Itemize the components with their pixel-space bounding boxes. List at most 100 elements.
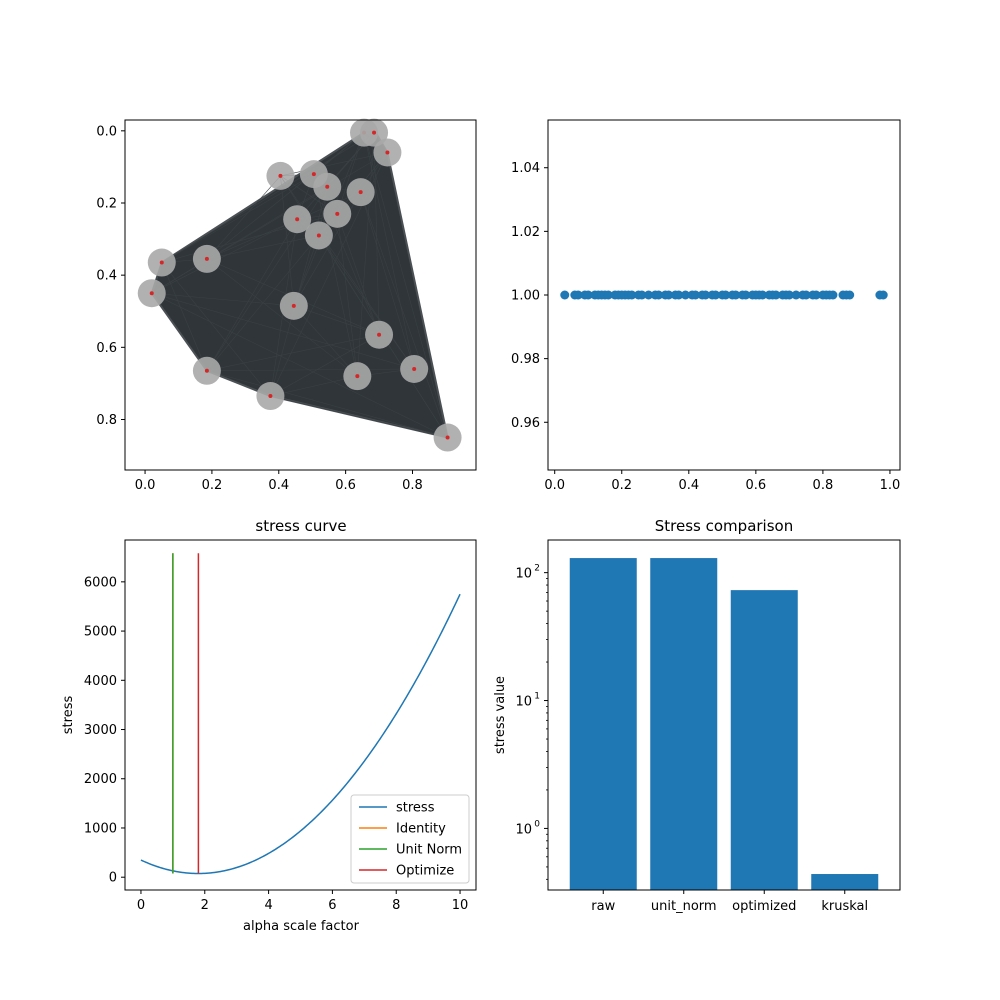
embedding-edge xyxy=(151,292,294,307)
embedding-node xyxy=(266,161,295,190)
embedding-xtick-label: 0.6 xyxy=(335,478,356,493)
one-d-panel: 0.0 0.2 0.4 0.6 0.8 1.0 0.96 0.98 1.00 1.02 1.04 xyxy=(511,119,901,493)
one-d-xtick-label: 0.6 xyxy=(746,478,767,493)
stress-curve-xtick-label: 4 xyxy=(264,898,272,913)
stress-series-line xyxy=(140,593,461,875)
ytick-exponent: 0 xyxy=(534,819,540,829)
embedding-edge xyxy=(161,262,271,397)
one-d-point xyxy=(741,290,751,300)
stress-curve-xtick: 4 xyxy=(264,890,273,913)
legend-label: Unit Norm xyxy=(396,843,462,858)
one-d-ytick-label: 0.98 xyxy=(511,352,540,367)
one-d-ytick-label: 1.04 xyxy=(511,161,540,176)
embedding-node xyxy=(279,291,308,320)
embedding-node xyxy=(313,172,342,201)
embedding-edge xyxy=(357,132,375,377)
stress-curve-xtick: 2 xyxy=(201,890,209,913)
embedding-edge xyxy=(151,218,298,294)
legend-item: Identity xyxy=(359,822,446,837)
stress-comparison-panel: Stress comparison raw unit_norm optimized k… xyxy=(493,517,901,914)
embedding-node xyxy=(304,221,333,250)
stress-curve-ytick-label: 1000 xyxy=(84,821,117,836)
embedding-xtick: 0.2 xyxy=(202,470,223,493)
embedding-ytick-label: 0.8 xyxy=(96,413,117,428)
one-d-ytick-label: 1.02 xyxy=(511,225,540,240)
ytick-base: 10 xyxy=(515,695,532,710)
one-d-xtick: 0.6 xyxy=(746,470,767,493)
embedding-xtick-label: 0.2 xyxy=(202,478,223,493)
stress-curve-ytick-label: 5000 xyxy=(84,625,117,640)
embedding-node xyxy=(192,244,221,273)
one-d-point xyxy=(583,290,593,300)
stress-comparison-category-label: kruskal xyxy=(821,899,868,914)
stress-comparison-category-label: raw xyxy=(591,899,615,914)
embedding-ytick: 0.0 xyxy=(96,124,125,139)
one-d-point xyxy=(637,290,647,300)
embedding-edge xyxy=(313,174,358,377)
one-d-point xyxy=(771,290,781,300)
bar-raw xyxy=(569,558,637,890)
legend-item: Unit Norm xyxy=(359,843,462,858)
stress-comparison-title: Stress comparison xyxy=(655,517,793,535)
embedding-node xyxy=(343,362,372,391)
legend-label: Identity xyxy=(396,822,446,837)
ytick-exponent: 2 xyxy=(534,564,540,574)
stress-comparison-xtick: kruskal xyxy=(821,890,868,914)
embedding-panel: 0.0 0.2 0.4 0.6 0.8 0.0 0.2 0.4 0.6 0.8 xyxy=(96,118,477,493)
embedding-node xyxy=(137,279,166,308)
embedding-node xyxy=(360,118,389,147)
stress-curve-ytick: 0 xyxy=(109,871,125,886)
embedding-edge xyxy=(363,132,448,438)
embedding-edge xyxy=(360,192,415,370)
one-d-xtick: 0.8 xyxy=(813,470,833,493)
one-d-point xyxy=(644,290,654,300)
stress-curve-ytick-label: 3000 xyxy=(84,723,117,738)
embedding-ytick: 0.4 xyxy=(96,269,125,284)
stress-curve-ytick-label: 6000 xyxy=(84,575,117,590)
embedding-ytick: 0.2 xyxy=(96,196,125,211)
one-d-xtick: 0.0 xyxy=(544,470,565,493)
stress-curve-ytick: 2000 xyxy=(84,772,125,787)
embedding-ytick-label: 0.4 xyxy=(96,269,117,284)
one-d-ytick-label: 0.96 xyxy=(511,416,540,431)
one-d-ytick: 1.04 xyxy=(511,161,548,176)
one-d-point xyxy=(573,290,583,300)
embedding-node xyxy=(433,423,462,452)
embedding-xtick: 0.8 xyxy=(402,470,423,493)
embedding-edge xyxy=(206,370,448,438)
embedding-edge xyxy=(151,186,328,294)
stress-curve-xtick-label: 8 xyxy=(392,898,400,913)
stress-comparison-category-label: unit_norm xyxy=(651,899,717,914)
stress-comparison-ylabel: stress value xyxy=(493,676,508,754)
embedding-edge xyxy=(206,368,415,372)
stress-curve-panel: stress curve 0 2 4 6 8 10 0 1000 2000 3000 4000 500… xyxy=(61,517,477,934)
embedding-edge xyxy=(161,132,375,263)
embedding-node xyxy=(400,354,429,383)
embedding-xtick-label: 0.8 xyxy=(402,478,423,493)
one-d-point xyxy=(801,290,811,300)
one-d-point xyxy=(627,290,637,300)
legend-label: Optimize xyxy=(396,864,454,879)
stress-curve-ytick-label: 4000 xyxy=(84,674,117,689)
embedding-xtick: 0.4 xyxy=(268,470,289,493)
embedding-edge xyxy=(206,175,281,260)
embedding-edge xyxy=(360,192,448,438)
stress-curve-xtick-label: 2 xyxy=(201,898,209,913)
one-d-xtick-label: 0.4 xyxy=(678,478,699,493)
stress-curve-xtick: 6 xyxy=(328,890,337,913)
embedding-node xyxy=(283,205,312,234)
stress-curve-xlabel: alpha scale factor xyxy=(243,919,360,934)
embedding-edge xyxy=(206,258,358,377)
one-d-point xyxy=(811,290,821,300)
embedding-ytick-label: 0.6 xyxy=(96,341,117,356)
embedding-node xyxy=(147,248,176,277)
embedding-node xyxy=(323,199,352,228)
embedding-edge xyxy=(161,262,208,371)
one-d-xtick-label: 1.0 xyxy=(880,478,901,493)
stress-curve-ytick-label: 0 xyxy=(109,871,117,886)
stress-comparison-xtick: raw xyxy=(591,890,616,914)
one-d-point xyxy=(654,290,664,300)
stress-curve-ytick: 5000 xyxy=(84,625,125,640)
stress-curve-ytick: 1000 xyxy=(84,821,125,836)
stress-curve-axes-frame xyxy=(124,539,477,891)
